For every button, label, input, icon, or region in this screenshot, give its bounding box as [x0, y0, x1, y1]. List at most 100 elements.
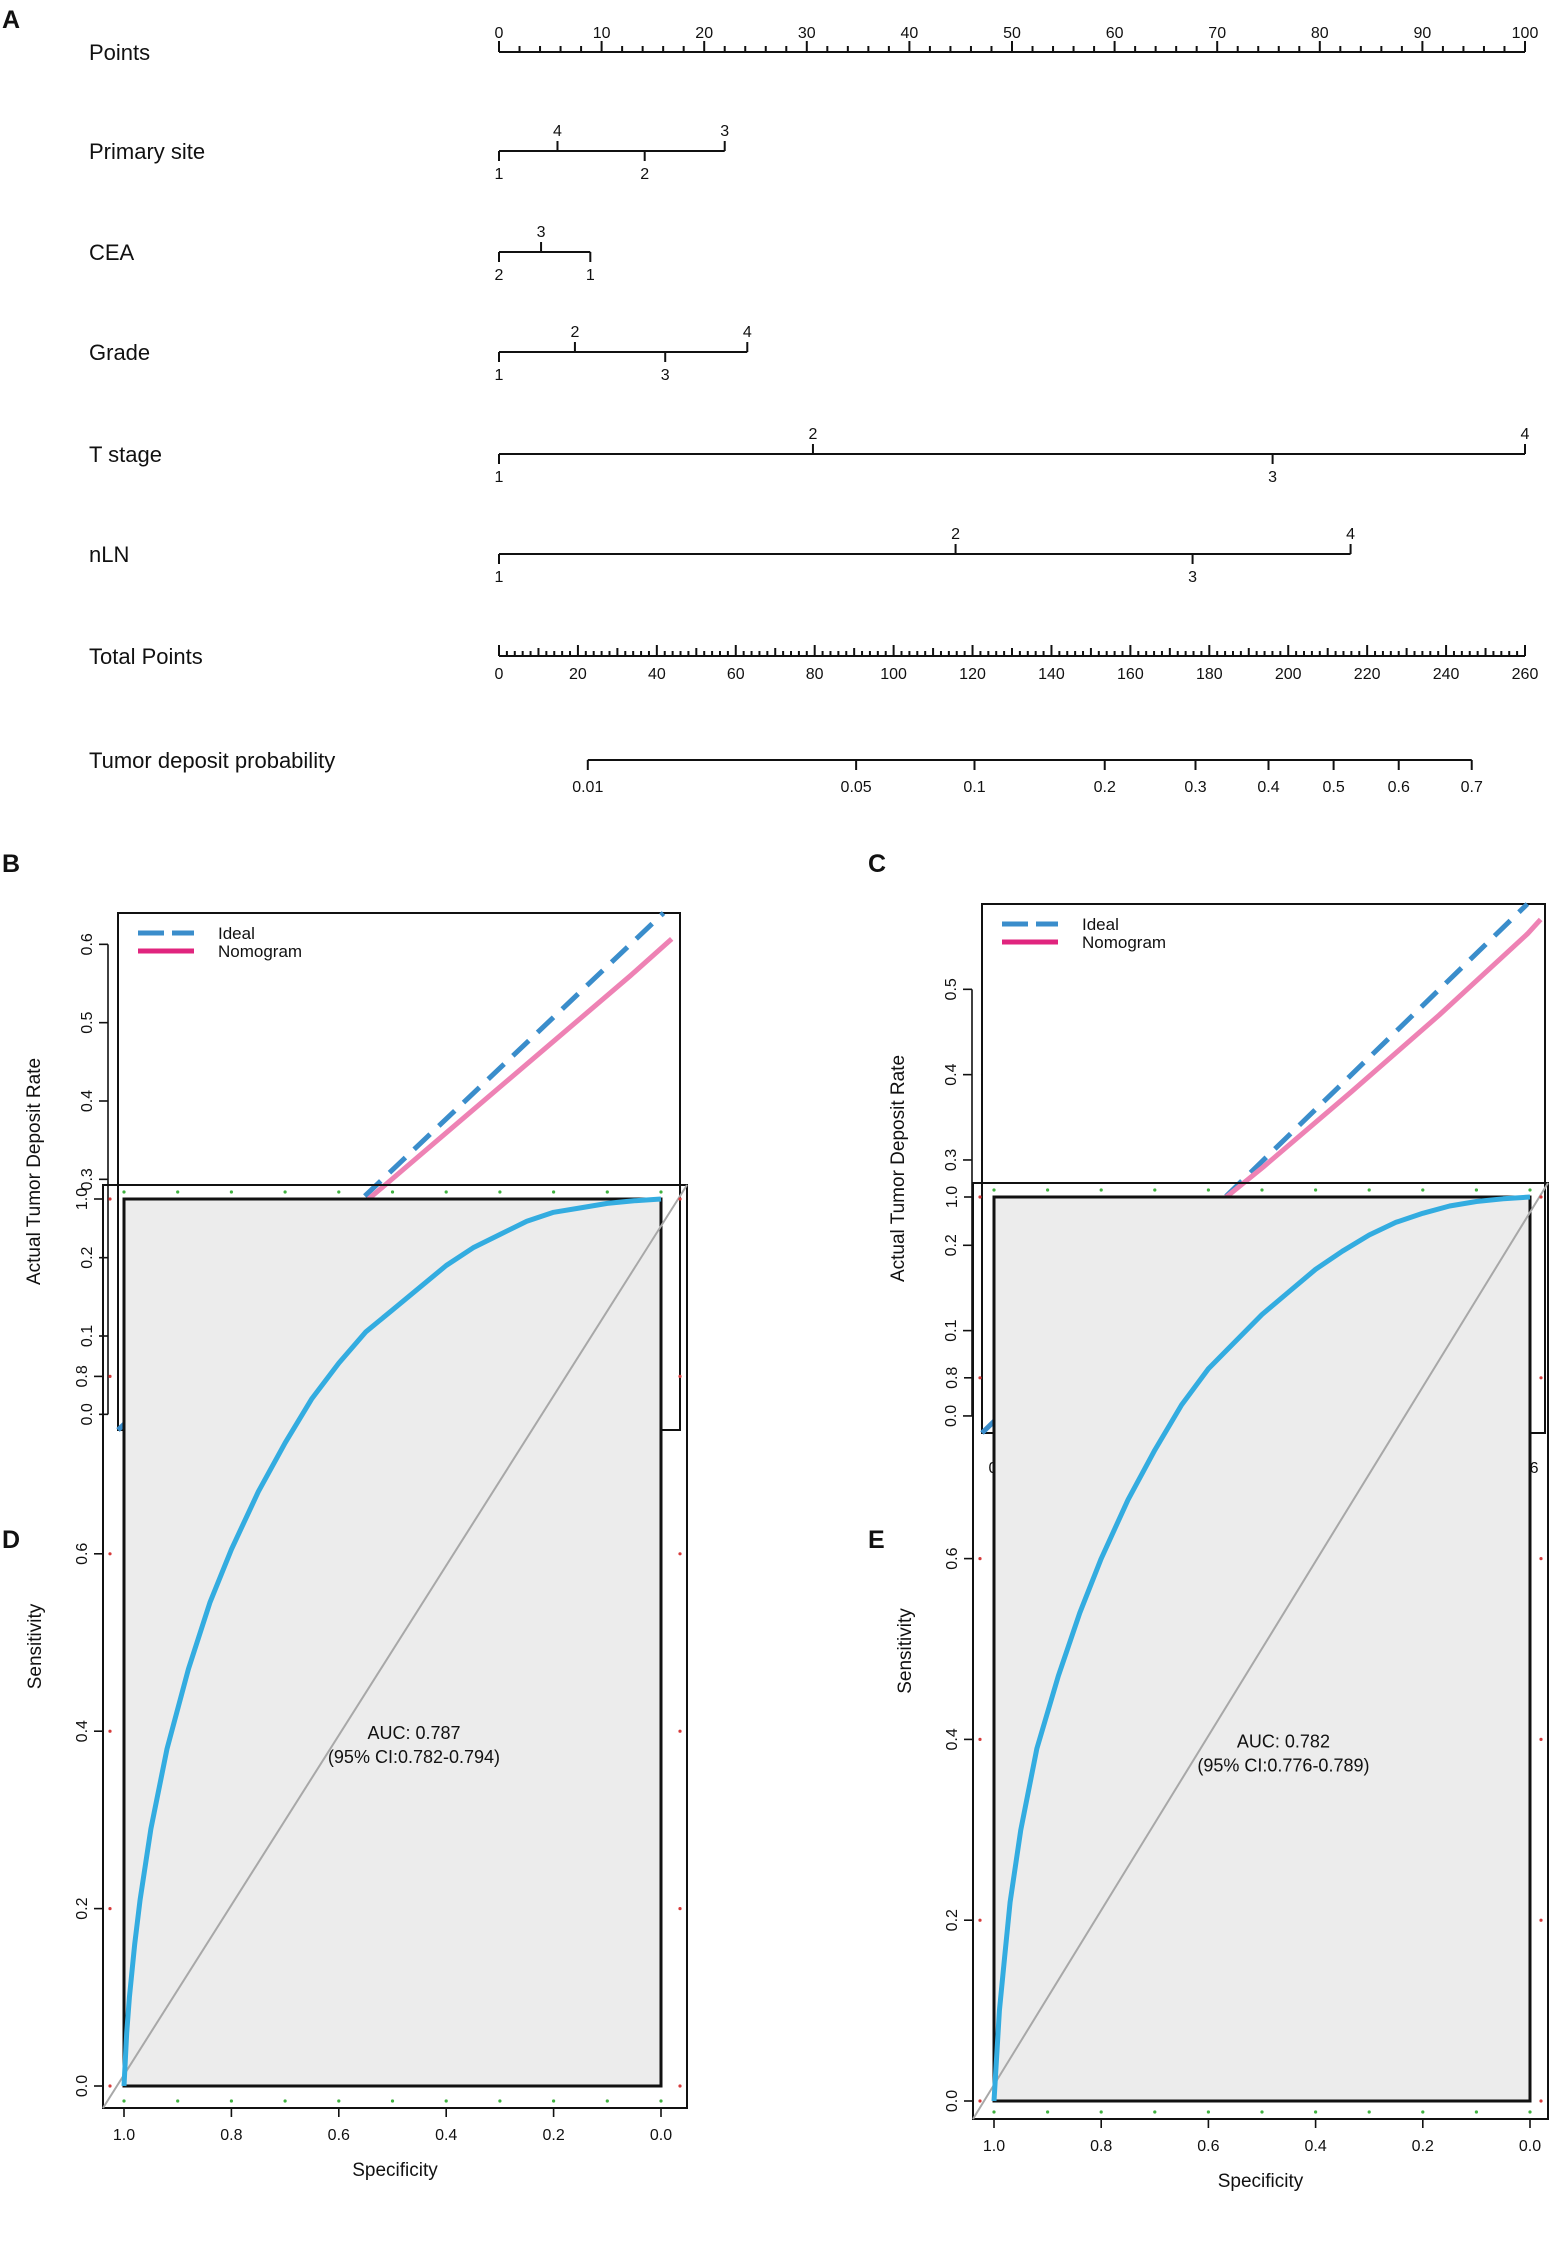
outer-frame	[102, 1184, 688, 2109]
y-tick-label: 0.0	[944, 2090, 961, 2112]
nomogram-row-label: Points	[89, 40, 150, 65]
cea-level-label: 1	[586, 267, 595, 284]
t-stage-level-label: 1	[495, 469, 504, 486]
points-tick-label: 90	[1414, 25, 1432, 42]
frame-tick-dot	[390, 1190, 395, 1194]
frame-tick-dot	[978, 1918, 982, 1922]
primary-site-level-label: 4	[553, 123, 562, 140]
x-tick-label: 1.0	[983, 2138, 1005, 2155]
t-stage-level-label: 3	[1268, 469, 1277, 486]
frame-tick-dot	[1474, 1188, 1478, 1192]
x-tick-label: 0.0	[1519, 2138, 1541, 2155]
nomogram-row-label: Grade	[89, 340, 150, 365]
frame-tick-dot	[1539, 1557, 1543, 1561]
legend-ideal-label: Ideal	[1082, 915, 1119, 934]
frame-tick-dot	[659, 2099, 663, 2103]
frame-tick-dot	[1528, 2110, 1532, 2114]
nomogram-row-label: T stage	[89, 442, 162, 467]
panel-label-e: E	[868, 1526, 885, 1554]
probability-tick-label: 0.4	[1257, 779, 1279, 796]
frame-tick-dot	[1539, 1195, 1543, 1199]
frame-tick-dot	[176, 1190, 180, 1194]
total-points-tick-label: 180	[1196, 666, 1223, 683]
points-tick-label: 40	[901, 25, 919, 42]
y-tick-label: 0.4	[79, 1090, 96, 1112]
legend-ideal-label: Ideal	[218, 924, 255, 943]
y-tick-label: 0.4	[943, 1063, 960, 1085]
x-tick-label: 0.4	[1304, 2138, 1326, 2155]
frame-tick-dot	[122, 1190, 126, 1194]
frame-tick-dot	[978, 2099, 982, 2103]
nomogram-row-label: CEA	[89, 240, 135, 265]
y-tick-label: 0.2	[943, 1234, 960, 1256]
roc-curve	[121, 1196, 662, 2087]
frame-tick-dot	[1260, 2110, 1264, 2114]
y-tick-label: 1.0	[944, 1186, 961, 1208]
frame-tick-dot	[108, 1552, 112, 1556]
total-points-tick-label: 140	[1038, 666, 1065, 683]
frame-tick-dot	[108, 1374, 112, 1378]
total-points-tick-label: 200	[1275, 666, 1302, 683]
primary-site-level-label: 1	[495, 166, 504, 183]
frame-tick-dot	[678, 1197, 682, 1201]
probability-tick-label: 0.6	[1388, 779, 1410, 796]
frame-tick-dot	[1099, 2110, 1103, 2114]
probability-tick-label: 0.7	[1461, 779, 1483, 796]
frame-tick-dot	[390, 2099, 395, 2103]
total-points-tick-label: 240	[1433, 666, 1460, 683]
frame-tick-dot	[108, 1729, 112, 1733]
probability-tick-label: 0.5	[1322, 779, 1344, 796]
points-tick-label: 10	[593, 25, 611, 42]
t-stage-level-label: 4	[1521, 426, 1530, 443]
reference-diagonal	[102, 1184, 688, 2109]
frame-tick-dot	[229, 2099, 233, 2103]
frame-tick-dot	[978, 1195, 982, 1199]
ideal-series-line	[980, 902, 1530, 1435]
primary-site-level-label: 2	[640, 166, 649, 183]
y-tick-label: 0.8	[944, 1367, 961, 1389]
total-points-tick-label: 160	[1117, 666, 1144, 683]
frame-tick-dot	[978, 1376, 982, 1380]
nln-level-label: 2	[951, 526, 960, 543]
frame-tick-dot	[992, 2110, 996, 2114]
frame-tick-dot	[1153, 2110, 1157, 2114]
x-tick-label: 0.6	[328, 2127, 350, 2144]
primary-site-level-label: 3	[720, 123, 729, 140]
total-points-tick-label: 120	[959, 666, 986, 683]
y-tick-label: 0.4	[944, 1728, 961, 1750]
frame-tick-dot	[1314, 1188, 1318, 1192]
x-tick-label: 0.0	[650, 2127, 672, 2144]
x-axis-title: Specificity	[352, 2160, 438, 2181]
y-tick-label: 0.5	[79, 1011, 96, 1033]
roc-chart-d: 1.0 0.8 0.6 0.4 0.2 0.0 0.0 0.2 0.4 0.6 0.8 1.0 Spec…	[25, 1184, 688, 2181]
grade-level-label: 1	[495, 367, 504, 384]
frame-tick-dot	[498, 1190, 502, 1194]
y-tick-label: 1.0	[74, 1188, 91, 1210]
frame-tick-dot	[552, 2099, 556, 2103]
frame-tick-dot	[1474, 2110, 1478, 2114]
points-tick-label: 60	[1106, 25, 1124, 42]
x-tick-label: 0.2	[542, 2127, 564, 2144]
y-axis-title: Sensitivity	[895, 1608, 916, 1694]
y-tick-label: 0.6	[74, 1543, 91, 1565]
frame-tick-dot	[552, 1190, 556, 1194]
total-points-tick-label: 220	[1354, 666, 1381, 683]
y-tick-label: 0.2	[74, 1897, 91, 1919]
x-tick-label: 0.8	[220, 2127, 242, 2144]
t-stage-level-label: 2	[809, 426, 818, 443]
total-points-tick-label: 0	[495, 666, 504, 683]
frame-tick-dot	[1539, 1376, 1543, 1380]
y-axis-title: Actual Tumor Deposit Rate	[888, 1055, 909, 1282]
legend-nomogram-label: Nomogram	[218, 942, 302, 961]
frame-tick-dot	[1528, 1188, 1532, 1192]
y-tick-label: 0.4	[74, 1720, 91, 1742]
legend-nomogram-label: Nomogram	[1082, 933, 1166, 952]
total-points-tick-label: 100	[880, 666, 907, 683]
x-tick-label: 0.2	[1412, 2138, 1434, 2155]
frame-tick-dot	[1206, 2110, 1210, 2114]
grade-level-label: 4	[743, 324, 752, 341]
total-points-tick-label: 20	[569, 666, 587, 683]
frame-tick-dot	[605, 2099, 609, 2103]
probability-tick-label: 0.05	[841, 779, 872, 796]
